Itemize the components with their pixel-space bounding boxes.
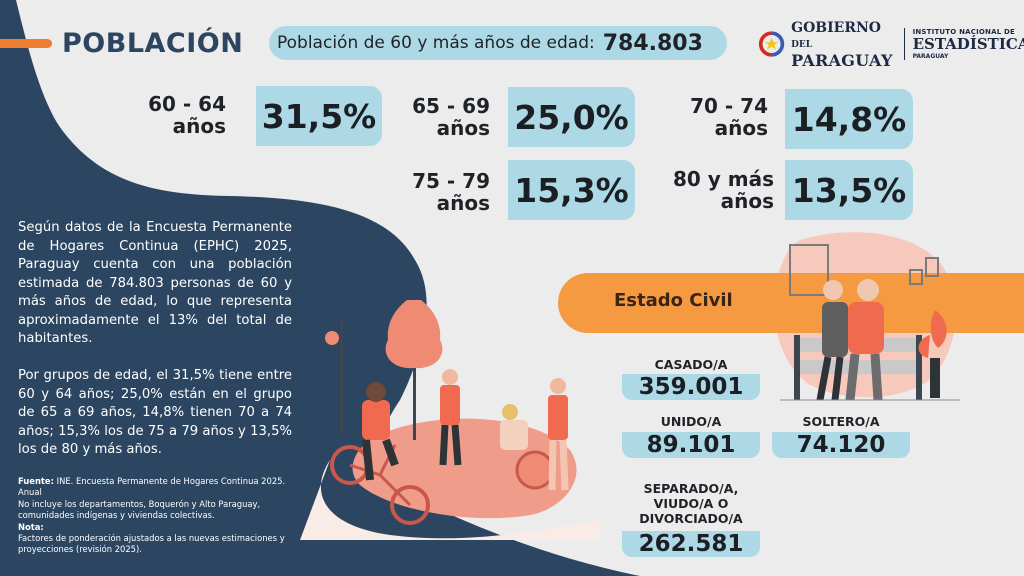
age-unit: años xyxy=(714,116,768,140)
age-group-label: 60 - 64 años xyxy=(130,93,226,137)
navy-wave-shape xyxy=(0,0,640,576)
caregiver-head xyxy=(550,378,566,394)
total-population-label: Población de 60 y más años de edad: xyxy=(277,33,595,53)
age-group-label: 65 - 69 años xyxy=(392,95,490,139)
marital-status-label: SEPARADO/A, VIUDO/A O DIVORCIADO/A xyxy=(639,481,743,526)
plant-pot xyxy=(930,358,940,398)
tree-foliage xyxy=(385,300,443,369)
gov-line2: PARAGUAY xyxy=(791,50,893,70)
marital-status-value: 262.581 xyxy=(622,531,760,557)
age-group-percent-box: 31,5% xyxy=(256,86,382,146)
woman-head xyxy=(823,280,843,300)
age-group-percent-box: 14,8% xyxy=(785,89,913,149)
ine-line3: PARAGUAY xyxy=(912,53,949,60)
age-breakdown-paragraph: Por grupos de edad, el 31,5% tiene entre… xyxy=(18,368,292,457)
lamp-post xyxy=(340,320,343,435)
marital-status-label: CASADO/A xyxy=(654,357,728,372)
age-group-percent-box: 25,0% xyxy=(508,87,635,147)
bench-leg xyxy=(794,335,800,400)
tree-trunk xyxy=(413,330,416,440)
ine-line2: ESTADÍSTICA xyxy=(912,35,1024,53)
marital-status-label: UNIDO/A xyxy=(660,414,722,429)
wall-frame-small xyxy=(909,269,923,285)
estado-civil-title: Estado Civil xyxy=(614,290,733,311)
seniors-park-illustration xyxy=(300,300,600,540)
logo-divider xyxy=(903,28,905,60)
wheelchair-person xyxy=(500,420,528,450)
age-range: 70 - 74 xyxy=(690,94,768,118)
total-population-value: 784.803 xyxy=(602,30,703,56)
cyclist-body xyxy=(362,400,390,440)
age-unit: años xyxy=(720,189,774,213)
page-title: POBLACIÓN xyxy=(62,28,244,59)
paraguay-emblem-icon xyxy=(758,31,785,57)
age-group-label: 70 - 74 años xyxy=(660,95,768,139)
age-group-label: 80 y más años xyxy=(660,168,774,212)
man-seated-head xyxy=(857,279,879,301)
cyclist-legs xyxy=(362,438,399,481)
caregiver-legs xyxy=(548,439,569,491)
note-label: Nota: xyxy=(18,521,44,532)
lamp-head xyxy=(325,331,339,345)
source-label: Fuente: xyxy=(18,476,54,486)
ine-logo: INSTITUTO NACIONAL DE ESTADÍSTICA PARAGU… xyxy=(913,28,1024,60)
age-range: 60 - 64 xyxy=(148,92,226,116)
header-accent-bar xyxy=(0,39,52,48)
marital-status-value: 359.001 xyxy=(622,374,760,400)
age-group-percent-box: 13,5% xyxy=(785,160,913,220)
ine-line1: INSTITUTO NACIONAL DE xyxy=(912,28,1016,36)
wheelchair-head xyxy=(502,404,518,420)
man-seated-legs xyxy=(845,353,883,401)
age-unit: años xyxy=(436,191,490,215)
total-population-pill: Población de 60 y más años de edad: 784.… xyxy=(269,26,727,60)
marital-status-value: 74.120 xyxy=(772,432,910,458)
note-text: Factores de ponderación ajustados a las … xyxy=(18,533,285,555)
man-seated-body xyxy=(848,302,884,354)
gov-line1: GOBIERNO xyxy=(791,19,881,36)
age-unit: años xyxy=(436,116,490,140)
source-text: INE. Encuesta Permanente de Hogares Cont… xyxy=(18,476,286,498)
summary-paragraph: Según datos de la Encuesta Permanente de… xyxy=(18,220,292,346)
marital-status-value: 89.101 xyxy=(622,432,760,458)
path-ground xyxy=(300,460,600,540)
bike-wheel xyxy=(390,485,430,525)
man-legs xyxy=(439,424,462,466)
age-group-percent-box: 15,3% xyxy=(508,160,635,220)
plant-leaves xyxy=(918,310,947,358)
age-unit: años xyxy=(172,114,226,138)
man-head xyxy=(442,369,458,385)
marital-status-label: SOLTERO/A xyxy=(802,414,880,429)
age-range: 65 - 69 xyxy=(412,94,490,118)
age-range: 80 y más xyxy=(672,167,774,191)
logo-group: GOBIERNO DEL PARAGUAY INSTITUTO NACIONAL… xyxy=(758,20,1024,68)
exclusion-note: No incluye los departamentos, Boquerón y… xyxy=(18,498,261,521)
woman-body xyxy=(822,302,848,357)
man-body xyxy=(440,385,460,425)
gobierno-paraguay-logo: GOBIERNO DEL PARAGUAY xyxy=(791,19,896,70)
bench-leg xyxy=(916,335,922,400)
caregiver-body xyxy=(548,395,568,440)
cyclist-head xyxy=(366,382,386,402)
gov-line1-small: DEL xyxy=(791,39,813,50)
age-group-label: 75 - 79 años xyxy=(392,170,490,214)
woman-legs xyxy=(816,356,844,401)
wall-frame xyxy=(789,244,829,296)
age-range: 75 - 79 xyxy=(412,169,490,193)
wheelchair-wheel xyxy=(515,450,555,490)
footnote: Fuente: INE. Encuesta Permanente de Hoga… xyxy=(18,476,294,556)
wall-frame-small xyxy=(925,257,939,277)
couple-illustration xyxy=(780,244,960,401)
